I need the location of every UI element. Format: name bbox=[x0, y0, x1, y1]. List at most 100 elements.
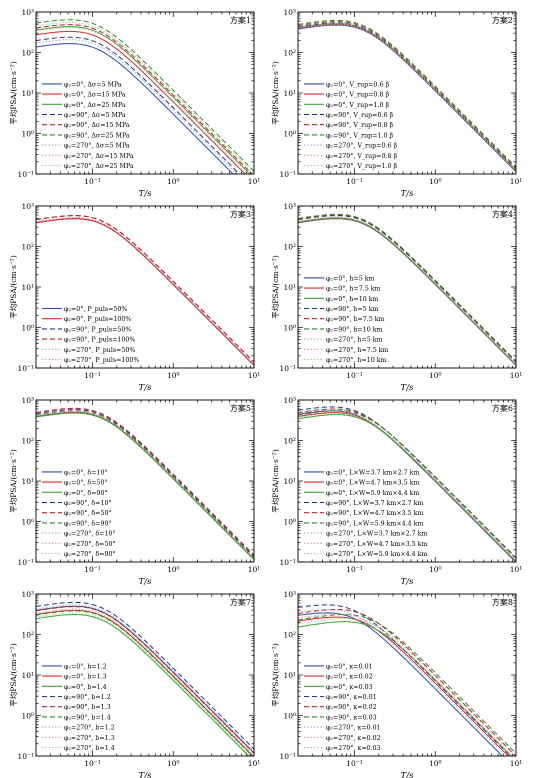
legend-label: φ₂=270°, κ=0.02 bbox=[326, 735, 381, 742]
legend-label: φ₂=90°, h=5 km bbox=[326, 306, 379, 313]
legend-label: φ₂=90°, V_rup=1.0 β bbox=[326, 132, 393, 139]
legend-label: φ₂=90°, P_puls=100% bbox=[64, 337, 135, 344]
legend-label: φ₂=270°, κ=0.03 bbox=[326, 745, 381, 752]
series-line-4 bbox=[36, 215, 254, 363]
legend-label: φ₂=0°, b=1.2 bbox=[64, 663, 107, 670]
series-line-6 bbox=[298, 19, 516, 168]
y-tick-label: 10¹ bbox=[283, 477, 296, 486]
series-line-8 bbox=[36, 26, 250, 174]
y-axis-label: 平均PSA/(cm·s⁻²) bbox=[270, 449, 280, 513]
chart-panel-2: 10⁻¹ 10⁰ 10¹ 10⁻¹ 10⁰ 10¹ 10² 10³ T/s 平均PSA/(cm·s… bbox=[270, 8, 522, 199]
legend-label: φ₂=270°, V_rup=1.0 β bbox=[326, 163, 397, 170]
x-tick-label: 10¹ bbox=[248, 371, 261, 380]
x-tick-label: 10⁻¹ bbox=[346, 565, 363, 574]
y-tick-label: 10² bbox=[21, 631, 34, 640]
y-tick-label: 10⁰ bbox=[21, 130, 34, 139]
series-line-6 bbox=[36, 610, 254, 756]
x-tick-label: 10¹ bbox=[248, 177, 261, 186]
y-tick-label: 10² bbox=[283, 49, 296, 58]
x-tick-label: 10⁰ bbox=[429, 759, 442, 768]
legend-label: φ₂=90°, δ=10° bbox=[64, 500, 112, 507]
x-axis-label: T/s bbox=[401, 383, 415, 393]
legend: φ₂=0°, κ=0.01 φ₂=0°, κ=0.02 φ₂=0°, κ=0.03 φ… bbox=[304, 663, 381, 752]
chart-panel-6: 10⁻¹ 10⁰ 10¹ 10⁻¹ 10⁰ 10¹ 10² 10³ T/s 平均PSA/(cm·s… bbox=[270, 396, 522, 587]
y-tick-label: 10⁰ bbox=[283, 518, 296, 527]
legend-label: φ₂=0°, V_rup=1.0 β bbox=[326, 102, 389, 109]
legend-label: φ₂=0°, κ=0.03 bbox=[326, 684, 373, 691]
y-tick-label: 10⁻¹ bbox=[279, 558, 296, 567]
legend-label: φ₂=0°, P_puls=100% bbox=[64, 316, 131, 323]
chart-panel-5: 10⁻¹ 10⁰ 10¹ 10⁻¹ 10⁰ 10¹ 10² 10³ T/s 平均PSA/(cm·s… bbox=[8, 396, 260, 587]
x-axis-label: T/s bbox=[401, 577, 415, 587]
plot-frame bbox=[35, 11, 255, 175]
plot-frame bbox=[297, 593, 517, 757]
plot-frame bbox=[297, 205, 517, 369]
legend-label: φ₂=270°, b=1.2 bbox=[64, 725, 115, 732]
series-line-5 bbox=[36, 24, 253, 174]
series-group bbox=[298, 604, 516, 756]
legend-label: φ₂=0°, h=7.5 km bbox=[326, 286, 381, 293]
series-line-3 bbox=[36, 614, 250, 756]
series-line-9 bbox=[36, 22, 254, 174]
y-axis-label: 平均PSA/(cm·s⁻²) bbox=[270, 643, 280, 707]
x-axis-label: T/s bbox=[139, 577, 153, 587]
legend-label: φ₂=270°, Δσ=5 MPa bbox=[64, 143, 130, 150]
series-group bbox=[298, 19, 516, 173]
y-tick-label: 10³ bbox=[21, 202, 34, 211]
legend-label: φ₂=270°, h=5 km bbox=[326, 337, 383, 344]
series-line-8 bbox=[36, 608, 254, 756]
panel-title: 方案6 bbox=[492, 403, 513, 413]
legend: φ₂=0°, b=1.2 φ₂=0°, b=1.3 φ₂=0°, b=1.4 φ₂=9… bbox=[42, 663, 115, 752]
y-tick-label: 10² bbox=[283, 437, 296, 446]
series-line-9 bbox=[298, 412, 516, 561]
plot-frame bbox=[35, 205, 255, 369]
y-tick-label: 10³ bbox=[283, 202, 296, 211]
series-line-7 bbox=[36, 39, 238, 174]
legend-label: φ₂=90°, κ=0.02 bbox=[326, 704, 377, 711]
legend-label: φ₂=0°, δ=50° bbox=[64, 480, 108, 487]
legend-label: φ₂=270°, δ=50° bbox=[64, 541, 116, 548]
series-line-6 bbox=[298, 614, 516, 754]
y-tick-label: 10⁻¹ bbox=[279, 170, 296, 179]
x-tick-label: 10¹ bbox=[510, 371, 523, 380]
legend-label: φ₂=270°, κ=0.01 bbox=[326, 725, 381, 732]
plot-frame bbox=[297, 399, 517, 563]
series-line-8 bbox=[298, 23, 516, 171]
y-tick-label: 10⁰ bbox=[21, 324, 34, 333]
x-tick-label: 10⁰ bbox=[429, 371, 442, 380]
legend-label: φ₂=90°, κ=0.01 bbox=[326, 694, 377, 701]
series-line-4 bbox=[298, 604, 511, 756]
panel-title: 方案7 bbox=[230, 597, 251, 607]
series-line-4 bbox=[36, 36, 241, 174]
series-line-3 bbox=[298, 414, 516, 562]
legend-label: φ₂=270°, L×W=4.7 km×3.5 km bbox=[326, 541, 427, 548]
y-axis-label: 平均PSA/(cm·s⁻²) bbox=[8, 61, 18, 125]
x-axis-label: T/s bbox=[139, 189, 153, 199]
series-line-2 bbox=[36, 218, 254, 366]
y-tick-label: 10⁻¹ bbox=[279, 752, 296, 761]
legend-label: φ₂=0°, L×W=5.9 km×4.4 km bbox=[326, 490, 419, 497]
series-line-2 bbox=[298, 412, 516, 562]
x-tick-label: 10⁰ bbox=[429, 177, 442, 186]
series-group bbox=[36, 407, 254, 561]
series-line-9 bbox=[298, 216, 516, 364]
chart-panel-7: 10⁻¹ 10⁰ 10¹ 10⁻¹ 10⁰ 10¹ 10² 10³ T/s 平均PSA/(cm·s… bbox=[8, 590, 260, 778]
x-axis-label: T/s bbox=[401, 771, 415, 778]
legend: φ₂=0°, L×W=3.7 km×2.7 km φ₂=0°, L×W=4.7 k… bbox=[304, 469, 427, 558]
series-line-5 bbox=[36, 407, 254, 556]
series-line-7 bbox=[36, 604, 254, 752]
legend-label: φ₂=270°, L×W=3.7 km×2.7 km bbox=[326, 531, 427, 538]
legend-label: φ₂=0°, δ=10° bbox=[64, 469, 108, 476]
y-tick-label: 10¹ bbox=[21, 283, 34, 292]
y-tick-label: 10³ bbox=[21, 8, 34, 17]
legend-label: φ₂=0°, L×W=3.7 km×2.7 km bbox=[326, 469, 419, 476]
y-tick-label: 10⁰ bbox=[21, 518, 34, 527]
legend-label: φ₂=0°, Δσ=5 MPa bbox=[64, 81, 122, 88]
legend-label: φ₂=270°, b=1.3 bbox=[64, 735, 115, 742]
legend-label: φ₂=90°, Δσ=15 MPa bbox=[64, 122, 130, 129]
series-line-7 bbox=[298, 24, 516, 172]
y-tick-label: 10¹ bbox=[21, 671, 34, 680]
x-tick-label: 10¹ bbox=[510, 759, 523, 768]
series-line-8 bbox=[298, 411, 516, 561]
legend-label: φ₂=90°, b=1.3 bbox=[64, 704, 111, 711]
